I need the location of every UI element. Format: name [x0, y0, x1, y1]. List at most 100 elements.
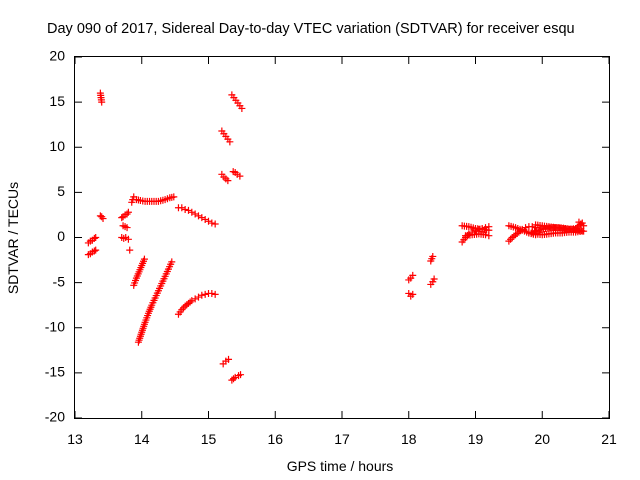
y-tick-label: 5 [57, 183, 65, 199]
y-tick-label: 10 [49, 138, 65, 154]
data-point [201, 215, 209, 223]
data-point [98, 213, 106, 221]
series-arc-4 [96, 212, 107, 223]
plot-frame [74, 56, 610, 419]
data-point [208, 289, 216, 297]
series-arc-14 [218, 127, 234, 146]
x-tick-label: 14 [134, 431, 150, 447]
x-axis-label: GPS time / hours [287, 458, 394, 474]
x-tick-label: 13 [67, 431, 83, 447]
data-point [580, 222, 588, 230]
data-point [236, 172, 244, 180]
data-point [126, 246, 134, 254]
series-arc-1 [84, 246, 100, 259]
data-point [409, 290, 417, 298]
data-point [170, 193, 178, 201]
data-point [194, 212, 202, 220]
data-point [507, 235, 515, 243]
data-point [201, 290, 209, 298]
data-point [179, 304, 187, 312]
series-arc-23 [427, 275, 438, 288]
data-point [191, 210, 199, 218]
data-point [99, 215, 107, 223]
data-point [98, 98, 106, 106]
data-point [205, 217, 212, 225]
data-point [208, 219, 216, 227]
x-tick-label: 16 [267, 431, 283, 447]
data-point [191, 295, 199, 303]
data-point [238, 104, 246, 112]
data-point [225, 355, 233, 363]
y-tick-label: -10 [45, 318, 65, 334]
series-arc-13 [174, 289, 219, 318]
x-tick-label: 20 [534, 431, 550, 447]
series-arc-2 [84, 234, 100, 247]
x-tick-label: 18 [401, 431, 417, 447]
series-arc-25 [458, 222, 493, 234]
series-arc-15 [218, 170, 232, 185]
data-point [198, 291, 206, 299]
data-point [224, 177, 232, 185]
x-axis: 13 14 15 16 17 18 19 20 21 [67, 57, 617, 447]
data-point [181, 206, 189, 214]
y-axis-label: SDTVAR / TECUs [5, 182, 21, 294]
data-point [124, 235, 132, 243]
data-point [194, 293, 202, 301]
series-arc-26 [461, 230, 493, 240]
series-arc-3 [96, 89, 106, 106]
data-point [178, 204, 186, 212]
y-tick-label: 15 [49, 93, 65, 109]
series-arc-21 [405, 289, 417, 300]
data-point [90, 234, 98, 242]
data-point [230, 375, 238, 383]
data-point [211, 290, 219, 298]
x-tick-label: 15 [201, 431, 217, 447]
series-arc-7 [118, 234, 132, 243]
series-arc-22 [427, 252, 437, 265]
series-arc-8 [126, 246, 134, 254]
chart-title: Day 090 of 2017, Sidereal Day-to-day VTE… [47, 21, 575, 37]
data-point [92, 246, 100, 254]
data-point [237, 371, 245, 379]
series-arc-5 [118, 208, 132, 222]
x-tick-label: 19 [468, 431, 484, 447]
data-point [211, 220, 219, 228]
data-point [123, 224, 131, 232]
y-tick-label: -5 [53, 273, 66, 289]
data-point [505, 237, 513, 245]
data-point [465, 230, 473, 238]
series-arc-6 [119, 222, 131, 232]
data-point [430, 275, 438, 283]
series-arc-20 [405, 271, 417, 284]
series-arc-32 [575, 218, 588, 230]
data-point [90, 247, 98, 255]
series-arc-11 [134, 258, 176, 346]
data-point [184, 206, 192, 214]
data-point [186, 298, 194, 306]
y-tick-label: -20 [45, 409, 65, 425]
data-point [188, 208, 196, 216]
data-markers [84, 89, 588, 384]
data-point [485, 232, 493, 240]
series-arc-19 [228, 371, 245, 384]
series-arc-18 [229, 168, 244, 180]
data-point [429, 252, 437, 260]
y-tick-label: 20 [49, 48, 65, 64]
data-point [578, 227, 586, 235]
series-arc-9 [128, 193, 178, 206]
data-point [92, 234, 100, 241]
data-point [124, 208, 132, 216]
x-tick-label: 17 [334, 431, 350, 447]
data-point [140, 255, 148, 263]
data-point [226, 138, 234, 146]
data-point [168, 258, 176, 266]
y-axis: -20 -15 -10 -5 0 5 10 15 20 [45, 48, 609, 425]
x-tick-label: 21 [601, 431, 617, 447]
data-point [198, 214, 206, 222]
series-arc-17 [228, 91, 246, 112]
data-point [482, 231, 490, 239]
series-arc-31 [532, 219, 586, 233]
y-tick-label: 0 [57, 228, 65, 244]
series-arc-16 [219, 355, 233, 368]
y-tick-label: -15 [45, 364, 65, 380]
